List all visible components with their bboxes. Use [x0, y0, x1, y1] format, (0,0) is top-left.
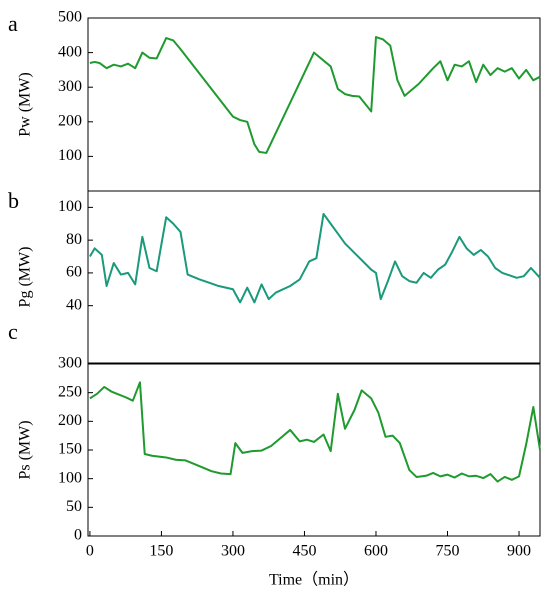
- panel-label: c: [8, 319, 18, 344]
- plot-frame: [87, 363, 541, 537]
- panel-label: b: [8, 188, 19, 213]
- x-tick-label: 900: [507, 543, 531, 560]
- y-tick-label: 100: [58, 469, 82, 486]
- y-tick-label: 400: [58, 43, 82, 60]
- x-axis-label: Time（min）: [269, 571, 359, 589]
- y-axis-label: Pw (MW): [17, 72, 34, 136]
- panel-label: a: [8, 11, 18, 36]
- x-tick-label: 750: [436, 543, 460, 560]
- plot-frame: [87, 190, 541, 364]
- y-tick-label: 80: [66, 231, 82, 248]
- y-tick-label: 300: [58, 355, 82, 372]
- y-tick-label: 0: [74, 527, 82, 544]
- y-axis-label: Ps (MW): [17, 420, 34, 479]
- y-tick-label: 200: [58, 112, 82, 129]
- x-tick-label: 450: [292, 543, 316, 560]
- y-tick-label: 100: [58, 198, 82, 215]
- data-line: [89, 381, 541, 483]
- x-tick-label: 0: [86, 543, 94, 560]
- x-tick-label: 150: [149, 543, 173, 560]
- data-line: [89, 36, 541, 154]
- y-tick-label: 40: [66, 296, 82, 313]
- y-tick-label: 150: [58, 441, 82, 458]
- x-tick-label: 300: [221, 543, 245, 560]
- y-tick-label: 60: [66, 264, 82, 281]
- y-tick-label: 50: [66, 498, 82, 515]
- plot-frame: [87, 17, 541, 192]
- y-tick-label: 250: [58, 383, 82, 400]
- y-tick-label: 200: [58, 412, 82, 429]
- y-tick-label: 100: [58, 147, 82, 164]
- data-line: [89, 212, 541, 304]
- y-tick-label: 500: [58, 9, 82, 26]
- y-tick-label: 300: [58, 78, 82, 95]
- x-tick-label: 600: [364, 543, 388, 560]
- y-axis-label: Pg (MW): [17, 247, 34, 308]
